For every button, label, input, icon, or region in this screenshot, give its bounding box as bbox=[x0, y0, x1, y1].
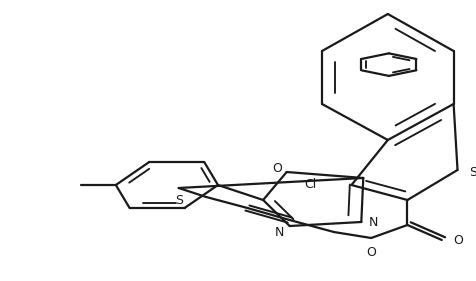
Text: O: O bbox=[272, 162, 282, 175]
Text: N: N bbox=[275, 225, 285, 239]
Text: O: O bbox=[366, 246, 376, 259]
Text: S: S bbox=[175, 194, 183, 207]
Text: N: N bbox=[368, 216, 378, 228]
Text: S: S bbox=[469, 166, 476, 178]
Text: O: O bbox=[454, 234, 464, 246]
Text: Cl: Cl bbox=[304, 178, 317, 191]
